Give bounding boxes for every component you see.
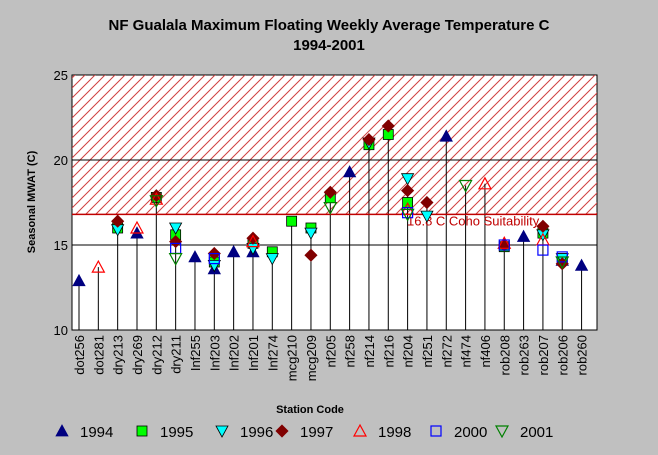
data-point-1994 [574, 258, 589, 271]
x-tick-label: dry211 [169, 335, 184, 374]
data-point-2001 [323, 202, 338, 215]
data-point-1997 [536, 219, 550, 233]
x-tick-label: nf474 [459, 335, 474, 368]
data-point-1997 [420, 195, 434, 210]
y-tick-label: 25 [54, 68, 68, 83]
data-point-1998 [245, 234, 260, 248]
y-tick-label: 10 [54, 323, 68, 338]
x-tick-label: dot256 [72, 335, 87, 375]
x-tick-label: dry213 [111, 335, 126, 375]
data-point-1998 [129, 220, 145, 234]
x-tick-label: nf251 [420, 335, 435, 368]
x-tick-label: mcg209 [304, 335, 319, 381]
legend-label: 1998 [378, 424, 411, 441]
y-tick-labels: 10 15 20 25 [54, 68, 68, 338]
x-tick-label: rob206 [555, 335, 570, 375]
x-tick-label: Inf203 [207, 335, 222, 371]
x-tick-labels: dot256 dot281 dry213 dry269 dry212 dry211 Inf2… [72, 335, 590, 381]
y-axis-label: Seasonal MWAT (C) [26, 150, 38, 253]
data-point-1996 [400, 173, 415, 186]
legend-marker-1998 [352, 423, 368, 437]
data-point-1994 [439, 129, 453, 142]
threshold-label: 16.8 C Coho Suitability [407, 213, 540, 228]
legend-label: 1994 [80, 424, 113, 441]
data-point-1997 [304, 248, 318, 262]
data-point-1994 [516, 229, 531, 242]
y-tick-label: 15 [54, 238, 68, 253]
x-tick-label: dry269 [130, 335, 145, 375]
data-point-1996 [420, 210, 434, 223]
x-tick-label: Inf202 [227, 335, 242, 371]
data-point-1994 [342, 165, 357, 178]
data-point-1996 [168, 222, 183, 235]
x-tick-label: dot281 [91, 335, 106, 375]
x-tick-label: rob263 [517, 335, 532, 375]
x-axis-label: Station Code [276, 404, 344, 416]
data-point-1997 [169, 235, 183, 249]
data-point-1997 [401, 184, 415, 198]
x-tick-label: nf205 [323, 335, 338, 368]
legend-marker-2001 [494, 425, 510, 439]
legend-label: 2000 [454, 424, 487, 441]
data-point-2001 [400, 208, 415, 222]
x-tick-label: Inf274 [265, 335, 280, 371]
data-point-2000 [402, 207, 414, 219]
x-tick-label: Inf201 [246, 335, 261, 371]
data-point-2000 [208, 253, 220, 265]
data-point-1997 [381, 119, 395, 133]
x-tick-label: rob260 [575, 335, 590, 375]
data-point-1994 [72, 273, 86, 287]
data-point-2001 [555, 256, 570, 270]
legend-label: 1995 [160, 424, 193, 441]
data-point-1995 [286, 215, 298, 227]
y-tick-label: 20 [54, 153, 68, 168]
x-tick-label: mcg210 [285, 335, 300, 381]
chart-subtitle: 1994-2001 [293, 37, 365, 54]
x-tick-label: nf258 [343, 335, 358, 368]
data-point-1997 [323, 185, 337, 199]
x-tick-label: nf216 [381, 335, 396, 368]
legend-marker-1997 [275, 424, 289, 438]
data-point-1998 [91, 259, 106, 273]
data-point-1998 [477, 176, 492, 190]
data-point-1997 [111, 214, 125, 228]
x-tick-label: Inf255 [188, 335, 203, 371]
legend: 1994 1995 1996 1997 1998 2000 2001 [55, 423, 553, 441]
x-tick-label: nf406 [478, 335, 493, 368]
data-point-1994 [226, 244, 241, 258]
data-point-1998 [149, 191, 164, 205]
data-point-1996 [265, 253, 279, 266]
x-tick-label: dry212 [149, 335, 164, 375]
data-point-1998 [497, 236, 512, 249]
data-point-1996 [304, 227, 318, 240]
legend-label: 1996 [240, 424, 273, 441]
x-tick-label: nf214 [362, 335, 377, 368]
legend-marker-2000 [430, 425, 442, 437]
legend-marker-1994 [55, 424, 69, 437]
legend-label: 2001 [520, 424, 553, 441]
data-point-2001 [458, 179, 473, 193]
legend-label: 1997 [300, 424, 333, 441]
x-tick-label: rob207 [536, 335, 551, 375]
data-point-2001 [149, 195, 164, 209]
data-point-2000 [498, 239, 510, 251]
data-point-2001 [168, 253, 183, 266]
legend-marker-1996 [215, 425, 229, 438]
data-point-1994 [188, 250, 202, 263]
data-point-2000 [537, 244, 549, 256]
data-point-1997 [362, 133, 376, 147]
chart-title: NF Gualala Maximum Floating Weekly Avera… [109, 17, 550, 34]
legend-marker-1995 [136, 425, 148, 437]
marker-layer [72, 119, 589, 287]
x-tick-label: rob208 [497, 335, 512, 375]
stem-layer [78, 126, 583, 330]
x-tick-label: nf204 [401, 335, 416, 368]
x-tick-label: nf272 [439, 335, 454, 368]
